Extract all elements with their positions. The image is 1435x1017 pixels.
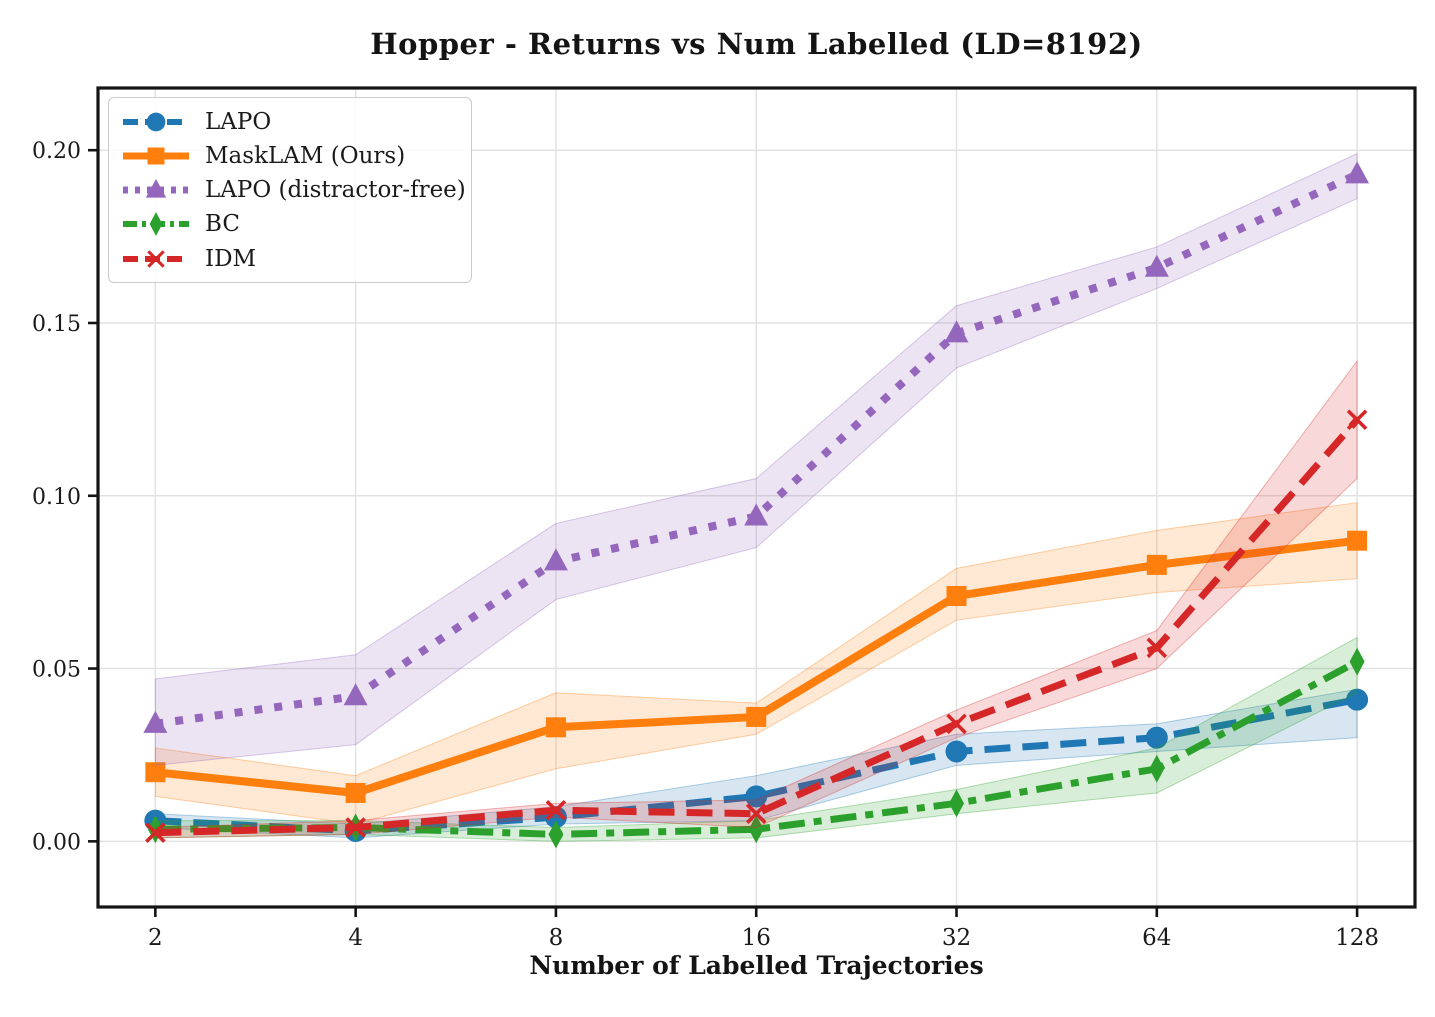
marker-x xyxy=(345,817,366,838)
marker-square xyxy=(345,782,366,803)
marker-triangle xyxy=(143,710,168,733)
legend-label-masklam-ours: MaskLAM (Ours) xyxy=(205,142,406,169)
legend-label-lapo: LAPO xyxy=(205,108,272,135)
legend-item-lapo-distractor-free: LAPO (distractor-free) xyxy=(121,174,466,207)
legend: LAPO MaskLAM (Ours) LAPO (distractor-free)… xyxy=(108,97,472,283)
marker-triangle xyxy=(1144,254,1169,277)
legend-label-lapo-distractor-free: LAPO (distractor-free) xyxy=(205,177,466,203)
x-tick-label: 16 xyxy=(742,925,771,951)
series-masklam-ours xyxy=(145,502,1368,825)
legend-item-lapo: LAPO xyxy=(121,105,459,138)
legend-item-bc: BC xyxy=(121,208,459,241)
marker-square xyxy=(946,585,967,606)
marker-circle xyxy=(745,785,768,808)
series-lapo-distractor-free xyxy=(143,152,1370,766)
marker-x xyxy=(145,822,166,843)
marker-square xyxy=(145,762,166,783)
confidence-band-lapo-distractor-free xyxy=(154,152,1358,766)
y-tick-label: 0.00 xyxy=(32,830,81,855)
y-tick-label: 0.05 xyxy=(32,658,81,683)
marker-square xyxy=(545,717,566,738)
legend-label-bc: BC xyxy=(205,211,240,238)
marker-square xyxy=(147,147,165,165)
marker-triangle xyxy=(145,178,167,198)
marker-x xyxy=(946,713,967,735)
marker-circle xyxy=(945,740,968,763)
legend-label-idm: IDM xyxy=(205,245,257,272)
x-axis-label: Number of Labelled Trajectories xyxy=(529,951,984,980)
legend-line-sample-lapo xyxy=(123,112,189,131)
marker-diamond xyxy=(1349,647,1365,676)
marker-circle xyxy=(1145,726,1168,749)
marker-triangle xyxy=(1345,161,1370,184)
axis-ticks: 2 4 8 16 32 64 128 0.00 0.05 0.10 0.15 0.20 xyxy=(32,139,1379,951)
legend-line-sample-masklam-ours xyxy=(123,147,189,165)
legend-item-idm: IDM xyxy=(121,242,459,275)
legend-item-masklam-ours: MaskLAM (Ours) xyxy=(121,139,459,172)
confidence-band-bc xyxy=(154,636,1358,842)
y-tick-label: 0.10 xyxy=(32,485,81,510)
legend-line-sample-bc xyxy=(123,212,189,237)
marker-x xyxy=(1346,409,1368,431)
marker-square xyxy=(1347,530,1368,551)
marker-triangle xyxy=(744,503,769,526)
x-tick-label: 4 xyxy=(348,925,363,951)
x-tick-label: 32 xyxy=(942,925,971,951)
marker-diamond xyxy=(748,815,764,844)
marker-diamond xyxy=(548,820,564,849)
x-tick-label: 2 xyxy=(148,925,163,951)
marker-triangle xyxy=(944,320,969,343)
y-tick-label: 0.15 xyxy=(32,312,81,337)
marker-diamond xyxy=(1149,754,1165,783)
series-bc xyxy=(147,636,1365,849)
x-tick-label: 128 xyxy=(1335,925,1379,951)
marker-square xyxy=(1146,554,1167,575)
series-idm xyxy=(145,359,1368,843)
marker-triangle xyxy=(343,683,368,706)
confidence-band-idm xyxy=(154,359,1358,839)
marker-x xyxy=(745,803,767,824)
marker-diamond xyxy=(149,212,163,237)
marker-x xyxy=(545,799,567,821)
y-tick-label: 0.20 xyxy=(32,139,81,164)
marker-diamond xyxy=(949,789,965,818)
marker-x xyxy=(1146,637,1168,659)
marker-x xyxy=(147,249,165,268)
gridlines xyxy=(98,88,1415,907)
x-tick-label: 64 xyxy=(1142,925,1171,951)
marker-triangle xyxy=(543,548,568,571)
legend-line-sample-lapo-distractor-free xyxy=(123,178,189,198)
legend-line-sample-idm xyxy=(123,249,189,268)
marker-circle xyxy=(1346,688,1369,711)
marker-square xyxy=(746,706,767,727)
chart-title: Hopper - Returns vs Num Labelled (LD=819… xyxy=(370,27,1143,61)
marker-circle xyxy=(146,112,166,131)
x-tick-label: 8 xyxy=(549,925,564,951)
